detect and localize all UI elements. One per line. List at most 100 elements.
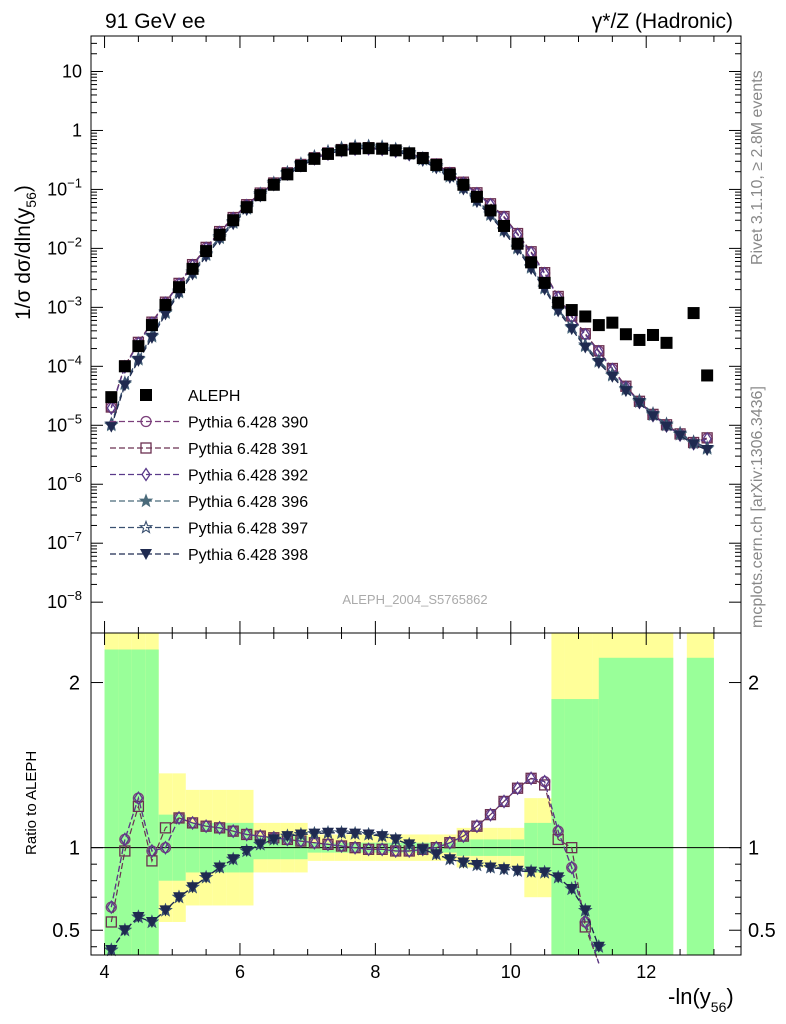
x-tick-label: 8 [370, 962, 380, 982]
mc-point [552, 306, 565, 318]
mc-point [145, 332, 158, 344]
y-tick-label: 10−4 [47, 352, 82, 376]
y-tick-label: 10−5 [47, 411, 82, 435]
y-tick-label: 2 [69, 673, 80, 695]
ratio-line [110, 777, 600, 964]
legend-label: Pythia 6.428 396 [188, 494, 308, 511]
ratio-point [213, 862, 226, 874]
mc-point [565, 324, 578, 336]
mc-point [646, 411, 659, 423]
ratio-point [132, 912, 145, 924]
ratio-band-stat [598, 657, 674, 955]
ratio-point [472, 819, 482, 834]
ratio-point [443, 854, 456, 866]
ratio-band-stat [578, 699, 593, 955]
data-point [159, 298, 172, 311]
ratio-band-stat [145, 649, 159, 955]
data-point [457, 178, 470, 191]
ratio-point [538, 867, 551, 879]
mc-point [592, 357, 605, 369]
ratio-point [105, 945, 118, 957]
legend: ALEPH Pythia 6.428 390 Pythia 6.428 391 Pyt… [110, 388, 308, 564]
data-point [267, 178, 280, 191]
data-point [538, 276, 551, 289]
x-tick-label: 6 [235, 962, 245, 982]
watermark: ALEPH_2004_S5765862 [342, 592, 487, 607]
x-tick-label: 12 [636, 962, 656, 982]
ratio-point [526, 771, 536, 786]
ratio-point [336, 838, 347, 854]
legend-marker [138, 519, 154, 534]
ratio-point [187, 815, 198, 831]
y-tick-label: 10−7 [47, 529, 82, 553]
ratio-band-stat [131, 649, 146, 955]
side-label-bottom: mcplots.cern.ch [arXiv:1306.3436] [749, 386, 766, 628]
mc-point [619, 386, 632, 398]
x-axis-label: -ln(y56) [668, 984, 734, 1015]
ratio-point [525, 866, 538, 878]
data-point [281, 168, 294, 181]
data-point [470, 190, 483, 203]
y-tick-label: 10−1 [47, 175, 82, 199]
ratio-point [118, 925, 131, 937]
header-right: γ*/Z (Hadronic) [592, 10, 733, 33]
mc-point [106, 400, 117, 416]
data-point [525, 256, 538, 269]
ratio-point [389, 834, 402, 846]
ratio-point [309, 835, 320, 850]
mc-point [687, 439, 700, 451]
ratio-point [133, 790, 144, 806]
ratio-point [579, 921, 591, 933]
data-point [227, 214, 240, 227]
ratio-point [566, 860, 577, 875]
data-point [579, 310, 592, 323]
ratio-point [363, 842, 374, 857]
data-point [105, 391, 118, 404]
data-point [173, 281, 186, 294]
data-point [389, 144, 402, 157]
ratio-point [592, 941, 605, 953]
ratio-point [105, 916, 117, 928]
data-point [511, 237, 524, 250]
main-panel: 10−8 10−7 10−6 10−5 10−4 10−3 10−2 10−1 1 10 [47, 35, 742, 634]
ratio-point [335, 827, 348, 839]
ratio-point [323, 837, 333, 852]
mc-point [159, 309, 172, 321]
y-tick-label: 1 [69, 838, 80, 860]
ratio-point [416, 844, 429, 856]
ratio-point [403, 839, 416, 851]
ratio-point [580, 914, 591, 930]
ratio-point [579, 905, 592, 917]
mc-point [118, 380, 131, 392]
data-point [443, 168, 456, 181]
data-point [660, 336, 673, 349]
ratio-point [106, 899, 117, 915]
mc-point [606, 371, 619, 383]
x-tick-label: 10 [501, 962, 521, 982]
mc-point [660, 421, 673, 433]
data-point [416, 152, 429, 165]
ratio-point [159, 905, 172, 917]
ratio-point [377, 842, 387, 857]
legend-marker [140, 389, 152, 401]
mc-point [132, 355, 145, 367]
data-point [294, 159, 307, 172]
legend-marker [140, 549, 152, 560]
legend-marker [141, 467, 151, 482]
ratio-point [132, 800, 145, 813]
legend-marker [138, 493, 154, 508]
y-tick-label: 1 [72, 120, 82, 140]
data-point [254, 189, 267, 202]
legend-label: Pythia 6.428 397 [188, 521, 308, 538]
ratio-band-stat [551, 699, 565, 955]
ratio-panel: 4 6 8 10 120.5 0.51 12 2 [52, 632, 776, 982]
ratio-point [240, 845, 253, 857]
ratio-point [538, 779, 551, 791]
ratio-point [214, 820, 225, 836]
data-point [362, 142, 375, 155]
ratio-point [552, 833, 564, 846]
y-tick-label: 10−2 [47, 234, 82, 258]
ratio-point [565, 883, 578, 895]
ratio-band-stat [686, 657, 714, 955]
ratio-point [173, 892, 186, 904]
